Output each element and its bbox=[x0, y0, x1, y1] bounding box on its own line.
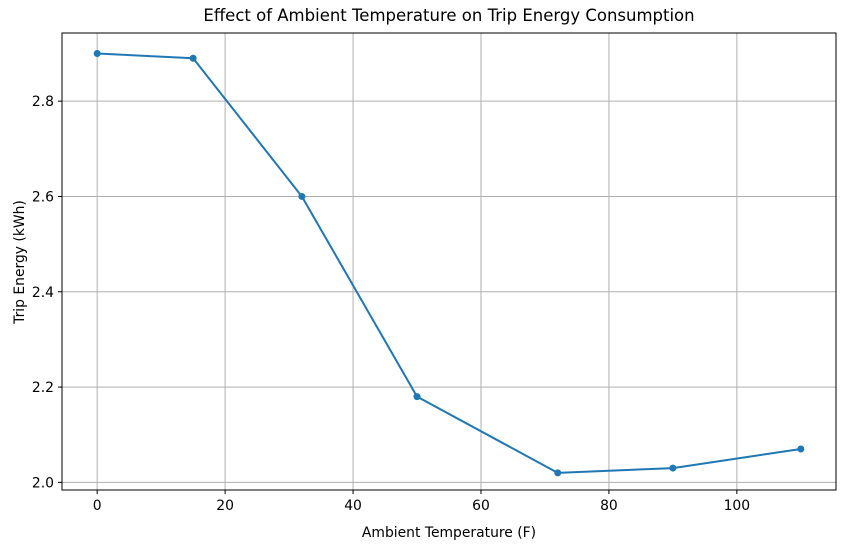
data-point-marker bbox=[189, 54, 197, 62]
data-point-marker bbox=[669, 464, 677, 472]
y-tick-label: 2.8 bbox=[32, 94, 54, 110]
x-axis-label: Ambient Temperature (F) bbox=[362, 525, 536, 541]
x-tick-label: 40 bbox=[344, 498, 362, 514]
data-point-marker bbox=[797, 445, 805, 453]
plot-frame bbox=[61, 32, 837, 491]
trip-energy-line bbox=[96, 52, 802, 474]
y-tick-label: 2.6 bbox=[32, 189, 54, 205]
data-point-marker bbox=[554, 469, 562, 477]
x-tick-label: 60 bbox=[472, 498, 490, 514]
y-axis-label: Trip Energy (kWh) bbox=[12, 200, 28, 325]
x-tick-label: 0 bbox=[93, 498, 102, 514]
axis-ticks: 0 20 40 60 80 100 2.0 2.2 2.4 2.6 2.8 bbox=[32, 94, 750, 514]
x-tick-label: 20 bbox=[216, 498, 234, 514]
x-tick-label: 80 bbox=[600, 498, 618, 514]
data-point-marker bbox=[413, 393, 421, 401]
trip-energy-series bbox=[93, 49, 805, 477]
data-point-marker bbox=[93, 49, 101, 57]
y-tick-label: 2.0 bbox=[32, 475, 54, 491]
data-point-marker bbox=[298, 192, 306, 200]
x-tick-label: 100 bbox=[724, 498, 751, 514]
y-tick-label: 2.2 bbox=[32, 380, 54, 396]
y-tick-label: 2.4 bbox=[32, 285, 54, 301]
axes-frame bbox=[61, 32, 837, 491]
chart-title: Effect of Ambient Temperature on Trip En… bbox=[203, 6, 694, 25]
grid-lines bbox=[62, 33, 836, 490]
